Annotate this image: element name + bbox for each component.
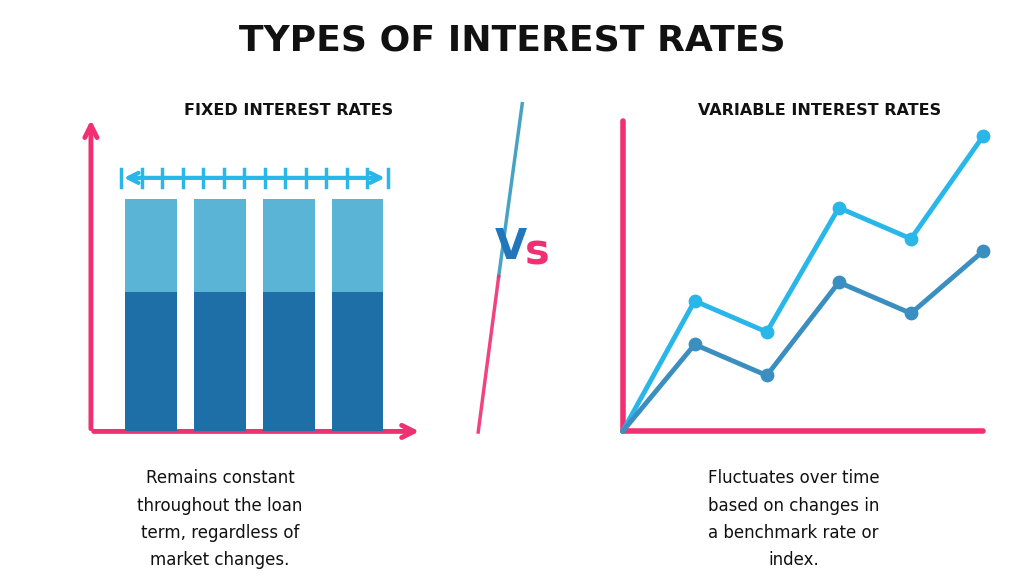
Text: Remains constant
throughout the loan
term, regardless of
market changes.: Remains constant throughout the loan ter… <box>137 469 303 569</box>
Bar <box>195 292 246 431</box>
Text: Fluctuates over time
based on changes in
a benchmark rate or
index.: Fluctuates over time based on changes in… <box>708 469 880 569</box>
Point <box>830 278 847 287</box>
Point <box>759 371 775 380</box>
Text: V: V <box>495 226 526 268</box>
Point <box>686 340 702 349</box>
Text: s: s <box>525 232 550 274</box>
Point <box>903 309 920 318</box>
Point <box>830 203 847 213</box>
Text: TYPES OF INTEREST RATES: TYPES OF INTEREST RATES <box>239 23 785 57</box>
Bar <box>263 199 314 292</box>
Text: FIXED INTEREST RATES: FIXED INTEREST RATES <box>184 103 393 118</box>
Point <box>975 247 991 256</box>
Bar <box>332 199 383 292</box>
Bar <box>125 199 177 292</box>
Text: VARIABLE INTEREST RATES: VARIABLE INTEREST RATES <box>697 103 941 118</box>
Bar <box>195 199 246 292</box>
Point <box>759 327 775 336</box>
Bar <box>263 292 314 431</box>
Point <box>686 296 702 305</box>
Bar <box>125 292 177 431</box>
Bar <box>332 292 383 431</box>
Point <box>975 132 991 141</box>
Point <box>903 234 920 244</box>
